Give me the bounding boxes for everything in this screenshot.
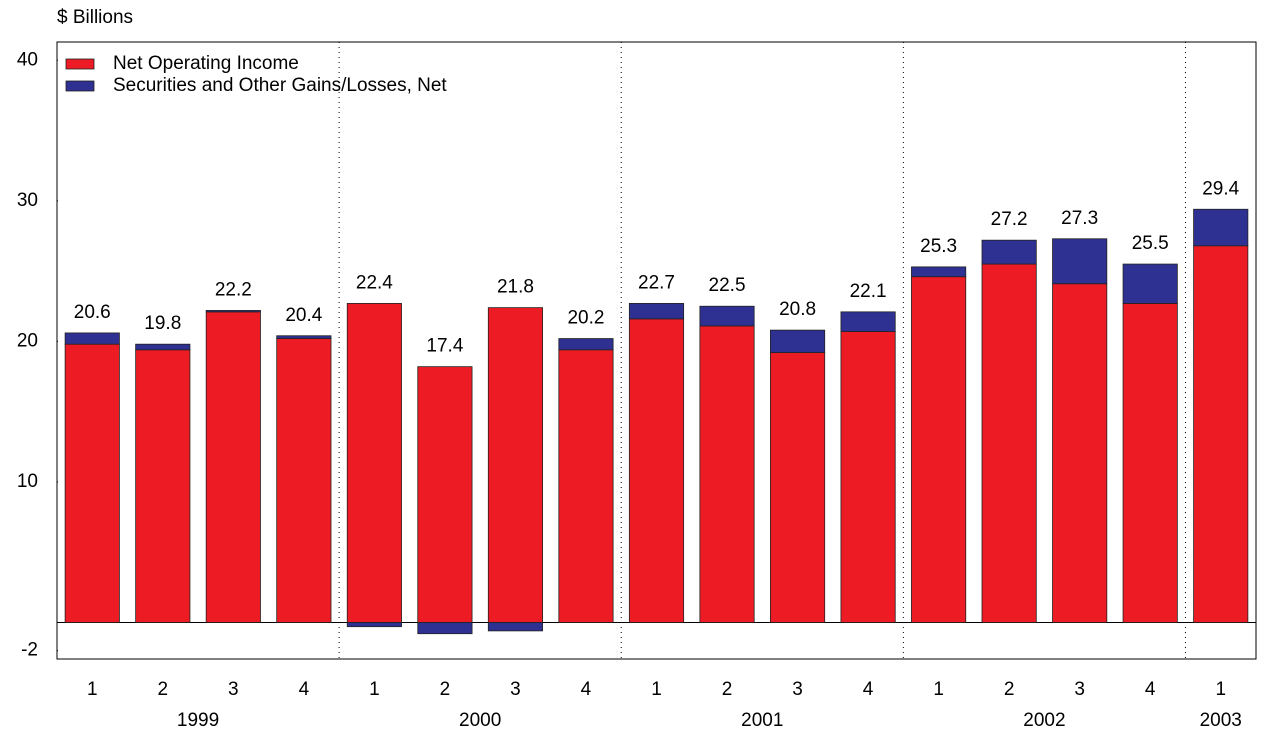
- value-label: 17.4: [426, 336, 463, 357]
- bar-segment: [1052, 238, 1108, 285]
- x-tick-label: 3: [1074, 679, 1085, 700]
- bar-segment: [64, 332, 120, 345]
- bar-segment: [558, 338, 614, 351]
- legend-swatch: [65, 58, 95, 70]
- legend-swatch: [65, 80, 95, 92]
- x-tick-label: 2: [1004, 679, 1015, 700]
- bar-segment: [770, 352, 826, 623]
- x-tick-label: 1: [369, 679, 380, 700]
- bar-segment: [840, 331, 896, 623]
- plot-frame: [56, 41, 1257, 660]
- y-tick-label: 20: [17, 330, 38, 351]
- x-tick-label: 3: [228, 679, 239, 700]
- bar-segment: [487, 622, 543, 632]
- x-tick-label: 2: [722, 679, 733, 700]
- x-tick-label: 1: [933, 679, 944, 700]
- bar-segment: [1122, 263, 1178, 304]
- value-label: 22.1: [850, 281, 887, 302]
- legend-label: Net Operating Income: [113, 53, 299, 74]
- bar-segment: [840, 311, 896, 332]
- x-tick-label: 2: [158, 679, 169, 700]
- value-label: 20.2: [567, 308, 604, 329]
- x-tick-label: 3: [792, 679, 803, 700]
- x-tick-label: 1: [87, 679, 98, 700]
- bar-segment: [135, 343, 191, 351]
- bar-segment: [346, 622, 402, 628]
- y-tick-label: 40: [17, 49, 38, 70]
- x-tick-label: 4: [299, 679, 310, 700]
- x-tick-label: 4: [1145, 679, 1156, 700]
- x-tick-label: 1: [1215, 679, 1226, 700]
- value-label: 25.3: [920, 236, 957, 257]
- y-tick-label: 30: [17, 190, 38, 211]
- bar-segment: [1193, 245, 1249, 623]
- bar-segment: [64, 343, 120, 623]
- bar-segment: [770, 329, 826, 354]
- bar-segment: [558, 349, 614, 623]
- bar-segment: [346, 303, 402, 623]
- value-label: 22.7: [638, 272, 675, 293]
- value-label: 22.2: [215, 279, 252, 300]
- bar-segment: [981, 263, 1037, 623]
- y-axis-label: $ Billions: [57, 7, 133, 28]
- value-label: 27.2: [991, 209, 1028, 230]
- x-tick-label: 3: [510, 679, 521, 700]
- bar-segment: [276, 338, 332, 623]
- bar-segment: [417, 622, 473, 635]
- value-label: 20.6: [74, 302, 111, 323]
- bar-segment: [628, 303, 685, 320]
- value-label: 21.8: [497, 277, 534, 298]
- y-tick-label: 10: [17, 471, 38, 492]
- x-tick-label: 1: [651, 679, 662, 700]
- x-group-label: 2002: [1023, 710, 1065, 731]
- bar-segment: [911, 266, 967, 278]
- bar-segment: [205, 310, 261, 313]
- x-tick-label: 4: [581, 679, 592, 700]
- x-group-label: 2001: [741, 710, 783, 731]
- bar-segment: [1122, 303, 1178, 623]
- bar-segment: [1052, 283, 1108, 623]
- bar-segment: [487, 307, 543, 623]
- bar-segment: [276, 335, 332, 339]
- x-group-label: 2003: [1200, 710, 1242, 731]
- x-tick-label: 4: [863, 679, 874, 700]
- value-label: 22.5: [709, 275, 746, 296]
- bar-segment: [205, 311, 261, 623]
- value-label: 29.4: [1202, 178, 1239, 199]
- bar-segment: [981, 239, 1037, 265]
- value-label: 25.5: [1132, 233, 1169, 254]
- x-group-label: 1999: [177, 710, 219, 731]
- value-label: 27.3: [1061, 208, 1098, 229]
- bar-segment: [135, 349, 191, 623]
- x-tick-label: 2: [440, 679, 451, 700]
- y-tick-label: -2: [21, 640, 38, 661]
- value-label: 19.8: [144, 313, 181, 334]
- x-group-label: 2000: [459, 710, 501, 731]
- bar-segment: [699, 305, 755, 327]
- legend-label: Securities and Other Gains/Losses, Net: [113, 75, 447, 96]
- bar-segment: [911, 276, 967, 623]
- bar-segment: [628, 318, 685, 623]
- bar-segment: [1193, 208, 1249, 247]
- bar-segment: [699, 325, 755, 623]
- value-label: 20.4: [285, 305, 322, 326]
- bar-segment: [417, 366, 473, 623]
- value-label: 20.8: [779, 299, 816, 320]
- value-label: 22.4: [356, 272, 393, 293]
